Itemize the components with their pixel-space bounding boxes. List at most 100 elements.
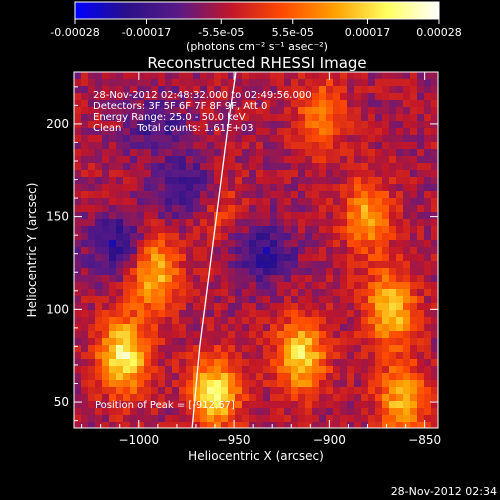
heatmap-cell xyxy=(102,310,110,318)
heatmap-cell xyxy=(144,254,152,262)
heatmap-cell xyxy=(109,72,117,80)
heatmap-cell xyxy=(207,114,215,122)
heatmap-cell xyxy=(200,282,208,290)
heatmap-cell xyxy=(95,72,103,80)
heatmap-cell xyxy=(172,128,180,136)
heatmap-cell xyxy=(396,387,404,395)
heatmap-cell xyxy=(326,86,334,94)
heatmap-cell xyxy=(319,282,327,290)
heatmap-cell xyxy=(431,422,438,428)
heatmap-cell xyxy=(333,107,341,115)
heatmap-cell xyxy=(410,408,418,416)
heatmap-cell xyxy=(256,128,264,136)
heatmap-cell xyxy=(382,345,390,353)
heatmap-cell xyxy=(347,142,355,150)
heatmap-cell xyxy=(214,226,222,234)
heatmap-cell xyxy=(88,331,96,339)
heatmap-cell xyxy=(151,247,159,255)
heatmap-cell xyxy=(284,135,292,143)
heatmap-cell xyxy=(130,380,138,388)
heatmap-cell xyxy=(375,205,383,213)
heatmap-cell xyxy=(319,359,327,367)
heatmap-cell xyxy=(249,121,257,129)
heatmap-cell xyxy=(424,380,432,388)
heatmap-cell xyxy=(284,149,292,157)
heatmap-cell xyxy=(179,156,187,164)
heatmap-cell xyxy=(368,275,376,283)
heatmap-cell xyxy=(389,205,397,213)
heatmap-cell xyxy=(417,275,425,283)
heatmap-cell xyxy=(172,380,180,388)
heatmap-cell xyxy=(249,72,257,80)
heatmap-cell xyxy=(137,359,145,367)
heatmap-cell xyxy=(424,275,432,283)
heatmap-cell xyxy=(116,401,124,409)
heatmap-cell xyxy=(375,226,383,234)
heatmap-cell xyxy=(249,366,257,374)
heatmap-cell xyxy=(228,163,236,171)
heatmap-cell xyxy=(116,205,124,213)
heatmap-cell xyxy=(207,170,215,178)
heatmap-cell xyxy=(221,289,229,297)
heatmap-cell xyxy=(81,338,89,346)
heatmap-cell xyxy=(116,387,124,395)
heatmap-cell xyxy=(396,408,404,416)
heatmap-cell xyxy=(165,401,173,409)
heatmap-cell xyxy=(235,226,243,234)
heatmap-cell xyxy=(179,261,187,269)
heatmap-cell xyxy=(263,373,271,381)
heatmap-cell xyxy=(137,177,145,185)
heatmap-cell xyxy=(277,317,285,325)
heatmap-cell xyxy=(179,191,187,199)
heatmap-cell xyxy=(74,107,82,115)
heatmap-cell xyxy=(270,275,278,283)
heatmap-cell xyxy=(81,268,89,276)
heatmap-cell xyxy=(151,79,159,87)
heatmap-cell xyxy=(410,107,418,115)
heatmap-cell xyxy=(102,422,110,428)
heatmap-cell xyxy=(410,247,418,255)
heatmap-cell xyxy=(270,219,278,227)
heatmap-cell xyxy=(417,212,425,220)
heatmap-cell xyxy=(361,114,369,122)
heatmap-cell xyxy=(368,254,376,262)
heatmap-cell xyxy=(158,324,166,332)
heatmap-cell xyxy=(382,401,390,409)
heatmap-cell xyxy=(312,212,320,220)
heatmap-cell xyxy=(270,317,278,325)
heatmap-cell xyxy=(396,394,404,402)
heatmap-cell xyxy=(291,317,299,325)
heatmap-cell xyxy=(109,282,117,290)
heatmap-cell xyxy=(403,247,411,255)
heatmap-cell xyxy=(123,394,131,402)
heatmap-cell xyxy=(109,387,117,395)
heatmap-cell xyxy=(368,79,376,87)
heatmap-cell xyxy=(270,128,278,136)
heatmap-cell xyxy=(74,303,82,311)
heatmap-cell xyxy=(116,324,124,332)
heatmap-cell xyxy=(375,415,383,423)
heatmap-cell xyxy=(151,268,159,276)
heatmap-cell xyxy=(326,345,334,353)
heatmap-cell xyxy=(221,184,229,192)
heatmap-cell xyxy=(368,338,376,346)
heatmap-cell xyxy=(389,296,397,304)
heatmap-cell xyxy=(179,93,187,101)
heatmap-cell xyxy=(130,142,138,150)
heatmap-cell xyxy=(88,79,96,87)
heatmap-cell xyxy=(151,205,159,213)
heatmap-cell xyxy=(277,156,285,164)
heatmap-cell xyxy=(235,184,243,192)
heatmap-cell xyxy=(270,114,278,122)
heatmap-cell xyxy=(116,247,124,255)
heatmap-cell xyxy=(95,191,103,199)
heatmap-cell xyxy=(347,408,355,416)
heatmap-cell xyxy=(277,415,285,423)
heatmap-cell xyxy=(361,142,369,150)
heatmap-cell xyxy=(200,79,208,87)
heatmap-cell xyxy=(221,345,229,353)
heatmap-cell xyxy=(375,422,383,428)
heatmap-cell xyxy=(228,114,236,122)
heatmap-cell xyxy=(333,205,341,213)
heatmap-cell xyxy=(417,219,425,227)
